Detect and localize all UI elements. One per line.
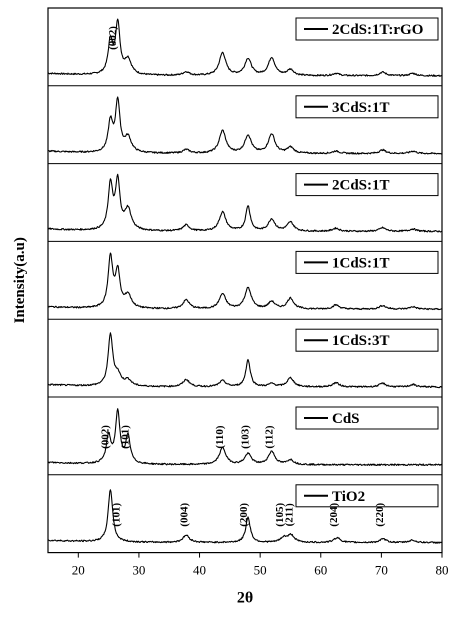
peak-annotation: (101) xyxy=(111,503,123,527)
xrd-trace-2CdS:1T:rGO xyxy=(47,18,443,77)
x-tick-label: 40 xyxy=(193,563,206,578)
legend-label: TiO2 xyxy=(332,489,365,505)
legend-label: 1CdS:3T xyxy=(332,333,390,349)
peak-annotation: (110) xyxy=(214,425,226,449)
xrd-trace-CdS xyxy=(47,408,443,467)
legend-box xyxy=(295,173,439,197)
xrd-trace-1CdS:1T xyxy=(47,252,443,311)
legend-label: CdS xyxy=(332,411,360,427)
legend-box xyxy=(295,484,439,508)
peak-annotation: (211) xyxy=(283,503,295,527)
peak-annotation: (101) xyxy=(120,425,132,449)
legend-box xyxy=(295,250,439,274)
x-tick-label: 30 xyxy=(132,563,145,578)
x-tick-label: 70 xyxy=(375,563,388,578)
peak-annotation: (220) xyxy=(374,503,386,527)
legend-label: 2CdS:1T:rGO xyxy=(332,22,423,38)
legend-label: 3CdS:1T xyxy=(332,100,390,116)
x-tick-label: 50 xyxy=(254,563,267,578)
legend-box xyxy=(295,406,439,430)
xrd-trace-2CdS:1T xyxy=(47,173,443,233)
peak-annotation: (002) xyxy=(100,425,112,449)
plot-frame xyxy=(47,7,443,554)
legend-box xyxy=(295,95,439,119)
legend-label: 1CdS:1T xyxy=(332,255,390,271)
legend-box xyxy=(295,17,439,41)
peak-annotation: (103) xyxy=(240,425,252,449)
peak-annotation: (204) xyxy=(328,503,340,527)
xrd-trace-1CdS:3T xyxy=(47,332,443,389)
xrd-trace-3CdS:1T xyxy=(48,96,443,155)
xrd-trace-TiO2 xyxy=(47,489,443,544)
peak-annotation: (105) xyxy=(274,503,286,527)
peak-annotation: (112) xyxy=(263,425,275,449)
peak-annotation: (200) xyxy=(238,503,250,527)
x-tick-label: 20 xyxy=(72,563,85,578)
x-tick-label: 80 xyxy=(436,563,449,578)
peak-annotation: (004) xyxy=(178,503,190,527)
legend-label: 2CdS:1T xyxy=(332,178,390,194)
legend-box xyxy=(295,328,439,352)
peak-annotation: (002) xyxy=(107,26,119,50)
x-axis-label: 2θ xyxy=(237,590,253,607)
x-tick-label: 60 xyxy=(314,563,327,578)
y-axis-label: Intensity(a.u) xyxy=(12,237,28,323)
